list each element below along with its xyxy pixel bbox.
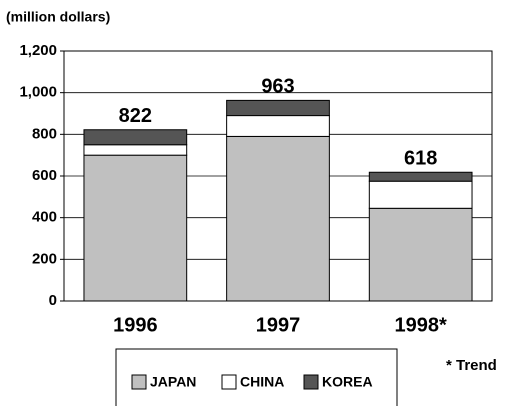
x-tick-label: 1997 xyxy=(256,314,301,336)
total-label: 822 xyxy=(119,105,152,127)
bar-segment xyxy=(83,144,188,156)
y-tick-label: 200 xyxy=(32,250,57,267)
bar-segment xyxy=(368,180,473,209)
x-tick-label: 1996 xyxy=(113,314,158,336)
y-tick-label: 400 xyxy=(32,209,57,226)
legend-swatch xyxy=(303,374,319,390)
legend-swatch xyxy=(131,374,147,390)
y-tick-label: 0 xyxy=(49,292,57,309)
x-tick-label: 1998* xyxy=(395,314,447,336)
bar-segment xyxy=(83,129,188,146)
bar-segment xyxy=(368,171,473,182)
y-tick-label: 1,200 xyxy=(19,42,57,59)
bar-segment xyxy=(83,154,188,302)
legend-box xyxy=(115,348,398,406)
annotation: * Trend xyxy=(446,357,497,374)
legend-swatch xyxy=(221,374,237,390)
y-tick-label: 600 xyxy=(32,167,57,184)
bar-segment xyxy=(226,115,330,137)
y-tick-label: 1,000 xyxy=(19,84,57,101)
bar-segment xyxy=(226,99,330,117)
total-label: 963 xyxy=(261,76,294,98)
bar-segment xyxy=(368,207,473,302)
bar-segment xyxy=(226,135,330,302)
total-label: 618 xyxy=(404,148,437,170)
legend-label: CHINA xyxy=(240,374,284,390)
legend-label: JAPAN xyxy=(150,374,196,390)
legend-label: KOREA xyxy=(322,374,373,390)
y-axis-label: (million dollars) xyxy=(6,9,110,25)
y-tick-label: 800 xyxy=(32,125,57,142)
